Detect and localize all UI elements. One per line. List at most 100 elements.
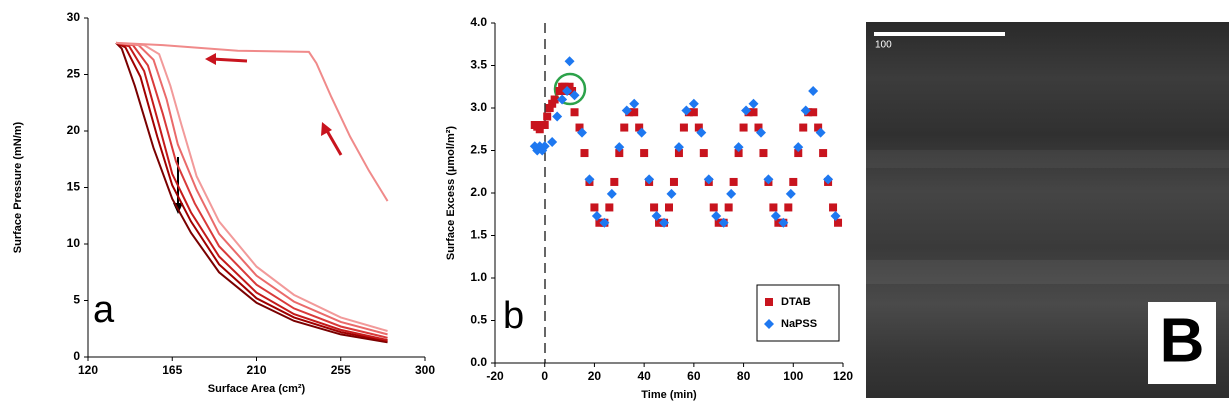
point <box>789 177 798 186</box>
point <box>778 217 789 228</box>
point <box>674 149 683 158</box>
point <box>644 174 655 185</box>
point <box>610 177 619 186</box>
x-axis-title: Time (min) <box>641 389 697 401</box>
point <box>599 217 610 228</box>
x-tick-label: 210 <box>246 363 266 377</box>
point <box>814 123 823 132</box>
x-tick-label: 120 <box>833 369 853 383</box>
point <box>580 149 589 158</box>
x-tick-label: 100 <box>783 369 803 383</box>
point <box>718 217 729 228</box>
point <box>711 210 722 221</box>
point <box>755 127 766 138</box>
y-axis-title: Surface Pressure (mN/m) <box>12 121 24 253</box>
point <box>819 149 828 158</box>
y-tick-label: 4.0 <box>470 15 487 29</box>
point <box>620 123 629 132</box>
point <box>550 95 559 104</box>
y-tick-label: 1.0 <box>470 270 487 284</box>
point <box>560 82 569 91</box>
point <box>564 56 575 67</box>
point <box>665 203 673 212</box>
curve <box>115 41 388 342</box>
point <box>635 123 644 132</box>
x-tick-label: -20 <box>486 369 504 383</box>
curve <box>115 41 388 343</box>
point <box>636 127 647 138</box>
point <box>666 188 677 199</box>
point <box>681 105 692 116</box>
point <box>784 203 793 212</box>
point <box>605 203 614 212</box>
y-tick-label: 15 <box>67 180 81 194</box>
panel-annotation: a <box>93 289 115 331</box>
point <box>539 141 550 152</box>
point <box>749 108 758 117</box>
point <box>584 174 595 185</box>
point <box>829 203 838 212</box>
y-tick-label: 25 <box>67 67 81 81</box>
x-tick-label: 80 <box>737 369 751 383</box>
curve <box>115 41 388 336</box>
point <box>823 174 834 185</box>
point <box>606 188 617 199</box>
point <box>800 105 811 116</box>
highlight-circle <box>553 72 587 106</box>
point <box>569 90 580 101</box>
point <box>729 177 738 186</box>
point <box>769 203 778 212</box>
point <box>615 149 624 158</box>
panel-label: B <box>1160 306 1205 375</box>
point <box>545 104 554 112</box>
point <box>591 210 602 221</box>
point <box>535 125 544 134</box>
curve <box>116 41 389 202</box>
point <box>629 98 640 109</box>
point <box>724 203 733 212</box>
point <box>630 108 639 117</box>
point <box>703 174 714 185</box>
y-tick-label: 5 <box>73 293 80 307</box>
point <box>834 218 843 227</box>
y-tick-label: 0.0 <box>470 355 487 369</box>
point <box>552 111 563 122</box>
y-tick-label: 30 <box>67 10 81 24</box>
point <box>621 105 632 116</box>
point <box>688 98 699 109</box>
point <box>540 121 549 129</box>
point <box>809 108 818 117</box>
x-axis-title: Surface Area (cm²) <box>208 383 306 395</box>
point <box>565 82 574 91</box>
point <box>547 137 558 147</box>
point <box>590 203 599 212</box>
point <box>689 108 698 117</box>
x-tick-label: 165 <box>162 363 182 377</box>
y-tick-label: 1.5 <box>470 228 487 242</box>
y-tick-label: 10 <box>67 236 81 250</box>
x-tick-label: 0 <box>541 369 548 383</box>
point <box>548 99 557 108</box>
point <box>577 127 587 138</box>
point <box>763 174 774 185</box>
x-tick-label: 300 <box>415 363 435 377</box>
point <box>793 142 804 153</box>
arrows <box>173 53 343 214</box>
point <box>741 105 752 116</box>
y-tick-label: 3.5 <box>470 58 487 72</box>
y-tick-label: 0.5 <box>470 313 487 327</box>
point <box>748 98 759 109</box>
point <box>659 217 670 228</box>
y-tick-label: 2.5 <box>470 143 487 157</box>
x-tick-label: 120 <box>78 363 98 377</box>
legend-label: NaPSS <box>781 318 817 330</box>
point <box>557 94 568 105</box>
curve <box>115 41 388 339</box>
y-tick-label: 3.0 <box>470 100 487 114</box>
point <box>794 149 803 158</box>
x-tick-label: 60 <box>687 369 701 383</box>
point <box>614 142 625 153</box>
point <box>739 123 748 132</box>
y-axis-title: Surface Excess (µmol/m²) <box>445 126 457 260</box>
y-tick-label: 20 <box>67 123 81 137</box>
